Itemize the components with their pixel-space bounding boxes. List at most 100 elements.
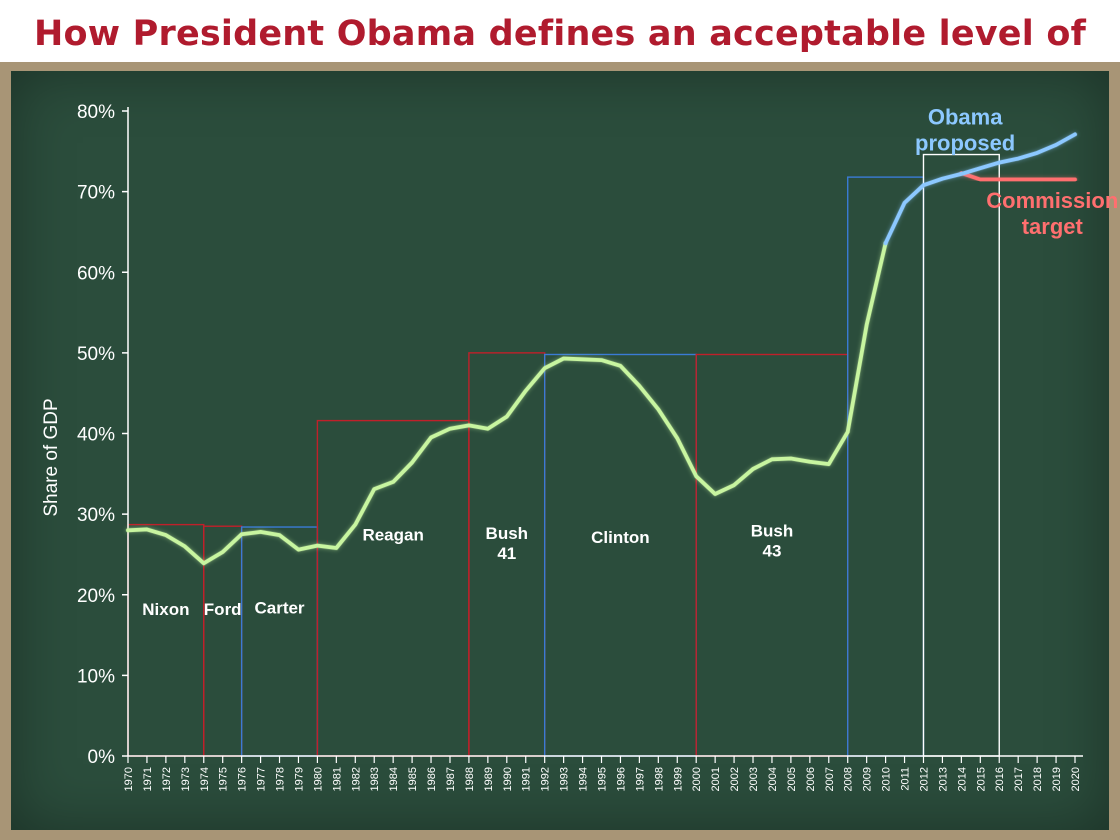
y-tick-label: 20% (77, 586, 115, 607)
chalkboard-frame (0, 62, 1120, 840)
y-tick-label: 60% (77, 263, 115, 284)
x-tick-label: 1994 (578, 767, 590, 791)
x-tick-label: 1976 (237, 767, 249, 791)
series-line-commission (959, 171, 1077, 182)
x-tick-label: 1992 (540, 767, 552, 791)
presidency-label-line: Bush (751, 522, 794, 541)
x-tick-label: 1988 (464, 767, 476, 791)
x-tick-label: 2004 (767, 767, 779, 791)
x-tick-label: 2006 (805, 767, 817, 791)
presidency-label-line: Clinton (591, 528, 650, 547)
presidency-label: Reagan (362, 526, 423, 545)
x-tick-label: 1989 (483, 767, 495, 791)
debt-chart: 0% 10% 20% 30% 40% 50% 60% 70% 80% 1970 1971 1972 19… (41, 102, 1118, 791)
x-tick-label: 2002 (729, 767, 741, 791)
x-tick-label: 2017 (1013, 767, 1025, 791)
x-tick-label: 1970 (123, 767, 135, 791)
x-tick-label: 2019 (1051, 767, 1063, 791)
presidency-box (127, 523, 205, 757)
x-tick-label: 1990 (502, 767, 514, 791)
presidency-label: Bush 41 (486, 524, 529, 563)
y-tick-label: 70% (77, 183, 115, 204)
x-tick-label: 2018 (1032, 767, 1044, 791)
presidency-label: Bush 43 (751, 522, 794, 561)
series-line-glow (125, 240, 889, 566)
x-tick-label: 1983 (369, 767, 381, 791)
presidency-box (543, 353, 697, 757)
y-tick-label: 80% (77, 102, 115, 123)
presidency-label-line: 43 (762, 542, 781, 561)
presidency-box (922, 153, 1000, 757)
presidency-label: Carter (254, 598, 304, 617)
series-line-obama (883, 132, 1077, 246)
x-tick-label: 2016 (994, 767, 1006, 791)
presidency-label: Clinton (591, 528, 650, 547)
x-tick-label: 2011 (900, 767, 912, 791)
presidency-boxes (127, 153, 1000, 757)
x-tick-label: 1999 (672, 767, 684, 791)
chalkboard-surface (11, 71, 1109, 830)
axes: 0% 10% 20% 30% 40% 50% 60% 70% 80% 1970 1971 1972 19… (41, 102, 1083, 791)
x-tick-label: 1991 (521, 767, 533, 791)
obama-label-line: proposed (915, 131, 1015, 156)
x-tick-label: 1995 (597, 767, 609, 791)
y-tick-label: 0% (88, 747, 116, 768)
x-tick-label: 2000 (691, 767, 703, 791)
x-tick-label: 1979 (293, 767, 305, 791)
x-tick-label: 2015 (975, 767, 987, 791)
x-tick-label: 1978 (275, 767, 287, 791)
x-tick-label: 1984 (388, 767, 400, 791)
commission-label-line: target (1022, 214, 1084, 239)
x-tick-label: 1987 (445, 767, 457, 791)
x-tick-label: 1971 (142, 767, 154, 791)
presidency-label-line: Reagan (362, 526, 423, 545)
x-tick-label: 2008 (843, 767, 855, 791)
x-tick-label: 1993 (559, 767, 571, 791)
data-lines (125, 131, 1078, 566)
x-tick-label: 2012 (918, 767, 930, 791)
x-tick-label: 2009 (862, 767, 874, 791)
x-tick-label: 1972 (161, 767, 173, 791)
x-tick-label: 2014 (956, 767, 968, 791)
x-tick-label: 2001 (710, 767, 722, 791)
presidency-box (240, 526, 319, 757)
y-axis-label: Share of GDP (41, 398, 62, 516)
x-tick-label: 2005 (786, 767, 798, 791)
commission-label: Commission target (986, 188, 1118, 239)
x-tick-label: 1997 (634, 767, 646, 791)
x-tick-label: 1977 (256, 767, 268, 791)
x-tick-label: 1980 (312, 767, 324, 791)
presidency-label-line: Nixon (142, 600, 189, 619)
presidency-label: Ford (204, 600, 242, 619)
chart-title: How President Obama defines an acceptabl… (33, 14, 1087, 122)
x-tick-label: 1986 (426, 767, 438, 791)
x-tick-label: 1981 (331, 767, 343, 791)
commission-label-line: Commission (986, 188, 1118, 213)
x-tick-label: 1996 (615, 767, 627, 791)
x-tick-label: 1985 (407, 767, 419, 791)
x-tick-label: 2010 (881, 767, 893, 791)
series-line-historical (126, 241, 888, 566)
presidency-label-line: Ford (204, 600, 242, 619)
presidency-box (847, 176, 925, 757)
obama-label-line: Obama (928, 105, 1003, 130)
x-tick-label: 1975 (218, 767, 230, 791)
x-tick-label: 2013 (937, 767, 949, 791)
presidency-label-line: Bush (486, 524, 529, 543)
y-tick-label: 10% (77, 666, 115, 687)
presidency-label-line: 41 (497, 544, 516, 563)
x-tick-label: 1973 (180, 767, 192, 791)
obama-label: Obama proposed (915, 105, 1015, 156)
presidency-label: Nixon (142, 600, 189, 619)
x-tick-label: 2007 (824, 767, 836, 791)
x-tick-label: 1998 (653, 767, 665, 791)
presidency-label-line: Carter (254, 598, 304, 617)
x-tick-label: 1982 (350, 767, 362, 791)
y-tick-label: 40% (77, 425, 115, 446)
x-tick-label: 2003 (748, 767, 760, 791)
x-tick-label: 2020 (1070, 767, 1082, 791)
y-tick-label: 50% (77, 344, 115, 365)
presidency-box (316, 419, 470, 757)
x-tick-label: 1974 (199, 767, 211, 791)
